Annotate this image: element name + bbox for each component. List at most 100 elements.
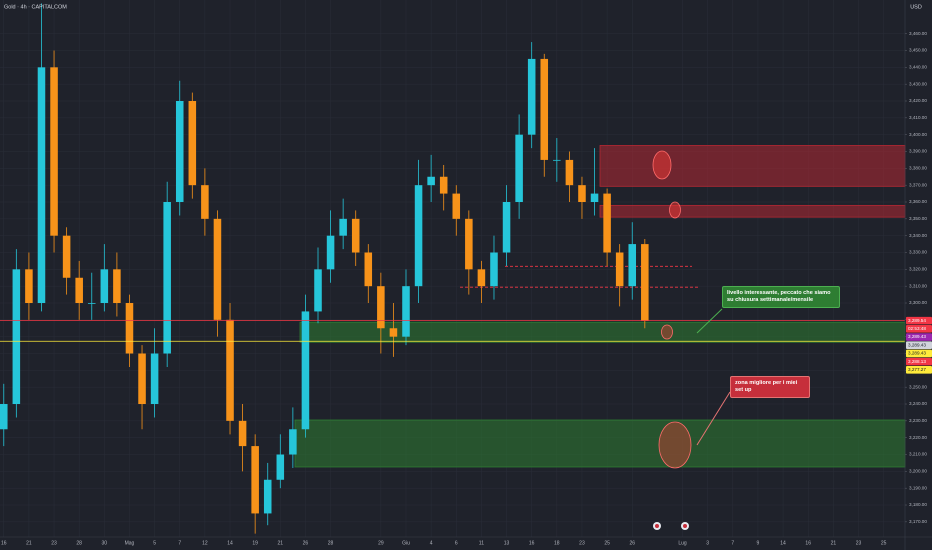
y-tick-label: 3,450.00 bbox=[909, 48, 927, 53]
event-icon bbox=[655, 524, 659, 528]
candle-body bbox=[402, 286, 410, 337]
x-tick-label: 7 bbox=[178, 540, 181, 546]
candle-body bbox=[238, 420, 247, 447]
candle-body bbox=[263, 479, 272, 514]
x-tick-label: 16 bbox=[1, 540, 7, 546]
candle-body bbox=[615, 252, 624, 287]
candle-body bbox=[465, 218, 473, 270]
candle-body bbox=[351, 218, 360, 253]
y-tick-label: 3,430.00 bbox=[909, 81, 927, 86]
candle-body bbox=[628, 244, 637, 287]
candle-body bbox=[100, 269, 109, 304]
price-tag bbox=[906, 366, 932, 374]
candle-body bbox=[565, 159, 574, 186]
x-tick-label: 4 bbox=[430, 540, 433, 546]
x-tick-label: 19 bbox=[252, 540, 258, 546]
candle-body bbox=[251, 446, 259, 514]
candle-body bbox=[163, 202, 171, 354]
x-tick-label: Mag bbox=[125, 540, 135, 546]
price-tag bbox=[906, 316, 932, 325]
candle-body bbox=[527, 58, 536, 135]
symbol-title: Gold · 4h · CAPITALCOM bbox=[4, 4, 67, 10]
x-tick-label: 16 bbox=[805, 540, 811, 546]
candle-body bbox=[113, 269, 121, 304]
callout-pointer bbox=[696, 308, 723, 334]
y-tick-label: 3,360.00 bbox=[909, 199, 927, 204]
candle-body bbox=[452, 193, 461, 219]
candle-body bbox=[540, 58, 549, 160]
x-tick-label: 25 bbox=[604, 540, 610, 546]
x-tick-label: 21 bbox=[831, 540, 837, 546]
y-tick-label: 3,390.00 bbox=[909, 149, 927, 154]
x-tick-label: 26 bbox=[303, 540, 309, 546]
price-tag-label: 3,289.43 bbox=[908, 351, 926, 356]
candle-body bbox=[138, 353, 146, 405]
candle-body bbox=[590, 193, 599, 203]
zone bbox=[294, 419, 906, 468]
zone bbox=[599, 145, 906, 187]
candle-body bbox=[276, 454, 285, 480]
price-tag-label: 3,289.43 bbox=[908, 342, 926, 347]
candle-body bbox=[226, 319, 234, 421]
y-tick-label: 3,410.00 bbox=[909, 115, 927, 120]
candle-body bbox=[201, 185, 209, 219]
y-tick-label: 3,440.00 bbox=[909, 65, 927, 70]
candle-body bbox=[301, 311, 310, 430]
candle-body bbox=[314, 269, 322, 312]
marker-circle bbox=[652, 150, 672, 180]
x-tick-label: 23 bbox=[579, 540, 585, 546]
marker-circle bbox=[661, 324, 673, 340]
candle-body bbox=[125, 303, 134, 354]
x-tick-label: 11 bbox=[479, 540, 484, 546]
candle-body bbox=[150, 353, 159, 405]
candle-body bbox=[87, 303, 96, 304]
y-tick-label: 3,240.00 bbox=[909, 401, 927, 406]
event-icon bbox=[683, 524, 687, 528]
x-tick-label: 16 bbox=[529, 540, 535, 546]
y-tick-label: 3,380.00 bbox=[909, 166, 927, 171]
candle-body bbox=[553, 159, 561, 161]
x-tick-label: 30 bbox=[102, 540, 108, 546]
price-tag bbox=[906, 349, 932, 358]
y-tick-label: 3,320.00 bbox=[909, 267, 927, 272]
y-tick-label: 3,180.00 bbox=[909, 502, 927, 507]
x-tick-label: 23 bbox=[856, 540, 862, 546]
x-tick-label: 7 bbox=[731, 540, 734, 546]
price-tag-label: 3,288.13 bbox=[908, 359, 926, 364]
x-tick-label: 23 bbox=[51, 540, 57, 546]
candle-body bbox=[603, 193, 611, 253]
y-tick-label: 3,170.00 bbox=[909, 519, 927, 524]
zone bbox=[599, 204, 906, 218]
y-tick-label: 3,230.00 bbox=[909, 418, 927, 423]
candle-body bbox=[37, 67, 46, 304]
candle-body bbox=[515, 134, 523, 203]
price-tag-label: 3,277.27 bbox=[908, 367, 926, 372]
x-tick-label: 25 bbox=[881, 540, 887, 546]
y-tick-label: 3,370.00 bbox=[909, 182, 927, 187]
candle-body bbox=[12, 269, 21, 405]
x-tick-label: 21 bbox=[26, 540, 32, 546]
y-tick-label: 3,340.00 bbox=[909, 233, 927, 238]
candle-body bbox=[389, 328, 398, 337]
candle-body bbox=[326, 235, 335, 270]
x-tick-label: 3 bbox=[706, 540, 709, 546]
x-tick-label: 9 bbox=[757, 540, 760, 546]
candle-body bbox=[25, 269, 33, 304]
x-tick-label: 18 bbox=[554, 540, 560, 546]
currency[interactable]: USD bbox=[910, 4, 922, 10]
y-tick-label: 3,310.00 bbox=[909, 283, 927, 288]
annotation: livello interessante, peccato che siamo … bbox=[722, 286, 840, 308]
x-tick-label: 21 bbox=[278, 540, 284, 546]
candle-body bbox=[578, 185, 586, 203]
price-tag bbox=[906, 341, 932, 350]
x-tick-label: 28 bbox=[328, 540, 334, 546]
x-tick-label: 29 bbox=[378, 540, 384, 546]
candle-body bbox=[502, 202, 511, 253]
y-tick-label: 3,300.00 bbox=[909, 300, 927, 305]
callout-pointer bbox=[696, 391, 731, 446]
y-tick-label: 3,200.00 bbox=[909, 469, 927, 474]
candle-body bbox=[427, 176, 435, 186]
